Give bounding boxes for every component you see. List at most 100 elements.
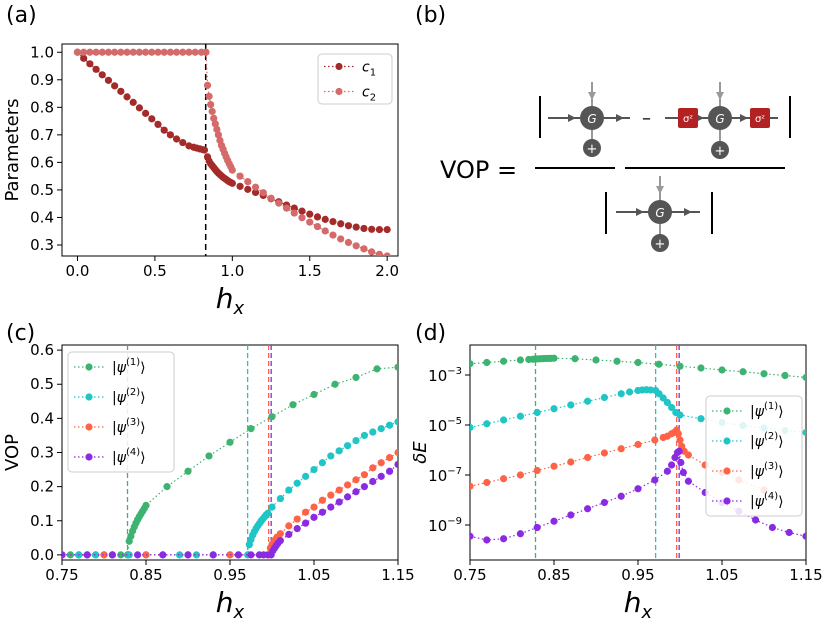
data-point-psi3 <box>674 430 682 438</box>
y-tick-label: 1.0 <box>30 43 54 61</box>
y-tick-label: 10−5 <box>428 416 462 435</box>
data-point-c1 <box>104 76 113 84</box>
x-tick-label: 0.95 <box>213 566 246 584</box>
data-point-c2 <box>259 189 267 197</box>
data-point-c1 <box>321 215 329 223</box>
data-point-psi2 <box>125 551 133 559</box>
legend-label-psi3: |ψ(3)⟩ <box>112 417 146 436</box>
data-point-psi2 <box>360 431 368 440</box>
data-point-c2 <box>111 48 119 56</box>
data-point-c1 <box>98 71 106 79</box>
data-point-psi3 <box>600 449 609 457</box>
chart-a: 0.0 0.5 1.0 1.5 2.0 0.3 0.4 0.5 0.6 0.7 0.8 0.9 1.0 h… <box>2 43 399 319</box>
legend-label-psi2: |ψ(2)⟩ <box>112 387 146 406</box>
data-point-c2 <box>275 199 283 207</box>
y-tick-label: 0.6 <box>30 341 54 359</box>
data-point-psi3 <box>550 462 558 470</box>
data-point-psi2 <box>285 486 293 494</box>
data-point-psi4 <box>327 503 335 511</box>
data-point-psi1 <box>571 355 579 363</box>
data-point-c2 <box>210 114 218 122</box>
data-point-psi2 <box>377 425 385 433</box>
data-point-psi4 <box>234 551 242 559</box>
data-point-c2 <box>213 125 221 133</box>
g-node-label: G <box>715 112 724 126</box>
data-point-c1 <box>360 224 368 233</box>
arrow-down-icon <box>716 92 724 100</box>
data-point-c2 <box>98 48 106 56</box>
data-point-psi1 <box>483 358 491 367</box>
series-line-psi4 <box>62 463 398 556</box>
data-point-psi4 <box>134 551 142 559</box>
legend-label-c2: c2 <box>362 85 376 104</box>
x-axis-label: hx <box>216 586 245 620</box>
legend-label-psi4: |ψ(4)⟩ <box>750 491 784 510</box>
data-point-psi1 <box>373 365 381 373</box>
y-tick-label: 0.6 <box>30 153 54 171</box>
arrow-right-icon <box>616 114 624 122</box>
data-point-psi2 <box>192 551 200 559</box>
plus-node <box>651 234 669 252</box>
data-point-c2 <box>337 235 345 243</box>
data-point-c2 <box>244 178 252 186</box>
data-point-psi4 <box>516 530 525 538</box>
data-point-c1 <box>298 207 306 215</box>
data-point-psi4 <box>679 468 687 477</box>
data-point-psi4 <box>377 472 385 480</box>
data-point-c2 <box>185 48 193 56</box>
minus-sign: – <box>642 108 651 129</box>
data-point-psi4 <box>209 551 217 559</box>
arrow-down-icon <box>588 92 596 100</box>
data-point-psi1 <box>184 467 192 475</box>
plus-node-label: + <box>715 144 726 159</box>
data-point-psi3 <box>318 496 326 504</box>
data-point-c2 <box>352 242 360 250</box>
arrow-down-icon <box>656 186 664 194</box>
y-tick-label: 0.4 <box>30 409 54 427</box>
plus-node-label: + <box>587 142 598 157</box>
legend-box <box>317 53 393 105</box>
data-point-psi2 <box>676 411 684 419</box>
data-point-c2 <box>117 48 125 56</box>
data-point-psi1 <box>394 363 398 371</box>
data-point-c2 <box>104 48 113 56</box>
data-point-c2 <box>344 238 353 247</box>
x-tick-label: 1.0 <box>220 262 244 280</box>
data-point-c1 <box>135 104 144 112</box>
data-point-psi4 <box>285 530 293 539</box>
panel-label-d: (d) <box>415 321 446 346</box>
plot-area <box>73 44 391 256</box>
data-point-c2 <box>179 48 187 56</box>
data-point-psi3 <box>584 453 592 462</box>
data-point-psi3 <box>335 486 343 494</box>
data-point-c2 <box>154 48 162 56</box>
data-point-c1 <box>251 188 260 196</box>
legend-marker <box>723 467 731 475</box>
plot-frame <box>61 43 399 257</box>
g-node-label: G <box>655 206 664 220</box>
plus-node <box>583 139 601 157</box>
data-point-psi1 <box>760 370 768 378</box>
data-point-psi3 <box>302 508 310 516</box>
data-point-c1 <box>329 217 337 226</box>
data-point-psi4 <box>600 498 609 507</box>
chart-d: 0.75 0.85 0.95 1.05 1.15 10−3 10−5 10−7 10−9 hx δE… <box>410 344 823 620</box>
legend-marker <box>335 87 343 96</box>
legend-marker <box>723 437 731 445</box>
data-point-psi4 <box>684 477 693 485</box>
data-point-psi4 <box>352 488 360 496</box>
panel-label-b: (b) <box>415 3 446 28</box>
data-point-psi3 <box>100 551 108 559</box>
data-point-psi3 <box>516 471 525 479</box>
legend-marker <box>335 62 343 71</box>
data-point-psi4 <box>83 551 91 559</box>
y-tick-label: 0.3 <box>30 444 54 462</box>
data-point-psi2 <box>802 428 806 437</box>
data-point-c2 <box>211 120 219 128</box>
data-point-c1 <box>368 225 376 233</box>
data-point-c2 <box>203 81 212 89</box>
data-point-psi1 <box>205 452 213 460</box>
data-point-psi3 <box>533 466 541 475</box>
data-point-psi1 <box>676 362 684 370</box>
